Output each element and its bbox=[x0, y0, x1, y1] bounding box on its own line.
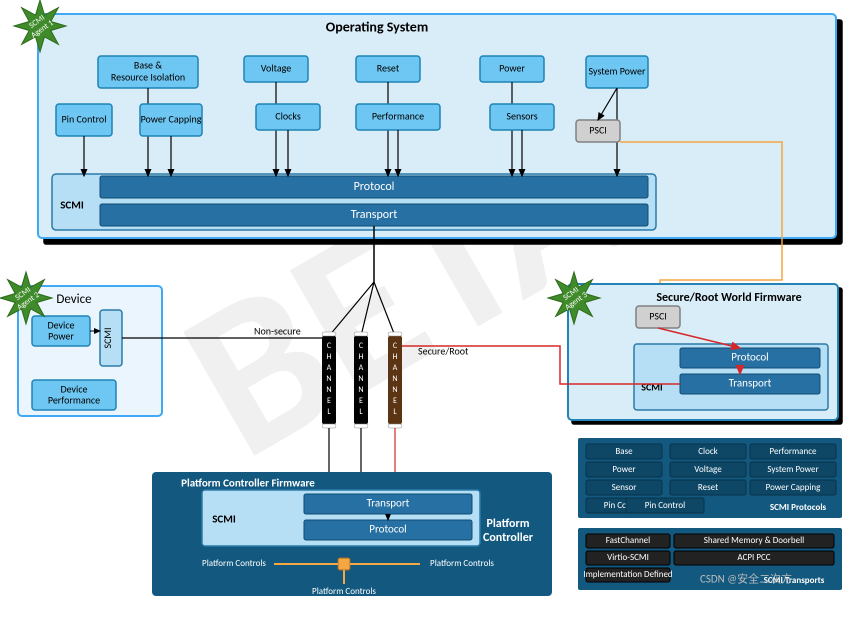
svg-text:Power: Power bbox=[48, 329, 74, 342]
svg-text:N: N bbox=[358, 385, 363, 395]
svg-text:SCMI: SCMI bbox=[212, 513, 236, 526]
svg-text:FastChannel: FastChannel bbox=[606, 535, 650, 546]
svg-text:A: A bbox=[393, 363, 398, 373]
svg-text:Reset: Reset bbox=[377, 61, 400, 74]
scmi-architecture-diagram: BETAOperating SystemSCMIProtocolTranspor… bbox=[0, 0, 857, 620]
svg-text:SCMI: SCMI bbox=[641, 380, 662, 393]
svg-text:Protocol: Protocol bbox=[369, 523, 406, 536]
svg-text:Transport: Transport bbox=[351, 208, 398, 222]
svg-text:Voltage: Voltage bbox=[261, 61, 291, 74]
svg-text:Sensor: Sensor bbox=[612, 482, 637, 493]
svg-text:N: N bbox=[358, 374, 363, 384]
svg-text:Secure/Root World Firmware: Secure/Root World Firmware bbox=[656, 291, 801, 305]
svg-text:Virtio-SCMI: Virtio-SCMI bbox=[607, 552, 649, 563]
svg-text:System Power: System Power bbox=[589, 64, 646, 77]
svg-text:Platform Controls: Platform Controls bbox=[202, 558, 266, 569]
svg-text:Base: Base bbox=[615, 446, 633, 457]
svg-text:Power: Power bbox=[499, 61, 525, 74]
svg-text:SCMI Protocols: SCMI Protocols bbox=[770, 502, 827, 513]
svg-text:Controller: Controller bbox=[483, 531, 534, 545]
svg-text:Secure/Root: Secure/Root bbox=[418, 344, 469, 357]
svg-text:Power Capping: Power Capping bbox=[766, 482, 822, 493]
svg-text:Voltage: Voltage bbox=[694, 464, 722, 475]
svg-text:A: A bbox=[327, 363, 332, 373]
svg-text:Platform Controls: Platform Controls bbox=[430, 558, 494, 569]
svg-text:PSCI: PSCI bbox=[589, 123, 607, 136]
svg-text:PSCI: PSCI bbox=[649, 309, 667, 322]
svg-text:Reset: Reset bbox=[698, 482, 718, 493]
svg-text:Power Capping: Power Capping bbox=[141, 112, 202, 125]
svg-text:Performance: Performance bbox=[372, 109, 424, 122]
svg-text:E: E bbox=[327, 396, 331, 406]
svg-text:Non-secure: Non-secure bbox=[254, 324, 301, 337]
svg-text:H: H bbox=[359, 352, 364, 362]
svg-text:Protocol: Protocol bbox=[354, 180, 395, 194]
svg-text:Performance: Performance bbox=[769, 446, 817, 457]
svg-text:C: C bbox=[327, 341, 332, 351]
svg-text:ACPI PCC: ACPI PCC bbox=[737, 552, 770, 563]
svg-text:Platform Controller Firmware: Platform Controller Firmware bbox=[181, 477, 315, 490]
svg-text:CSDN @安全二次方: CSDN @安全二次方 bbox=[700, 572, 792, 586]
svg-text:Device: Device bbox=[56, 292, 91, 307]
svg-text:E: E bbox=[359, 396, 363, 406]
svg-text:Sensors: Sensors bbox=[506, 109, 537, 122]
svg-text:Power: Power bbox=[612, 464, 635, 475]
svg-text:Platform: Platform bbox=[486, 517, 529, 531]
svg-text:Resource Isolation: Resource Isolation bbox=[111, 70, 185, 83]
svg-text:SCMI: SCMI bbox=[60, 199, 84, 212]
svg-text:Platform Controls: Platform Controls bbox=[312, 586, 376, 597]
svg-text:A: A bbox=[359, 363, 364, 373]
svg-text:Clock: Clock bbox=[698, 446, 718, 457]
svg-text:Clocks: Clocks bbox=[275, 109, 301, 122]
svg-text:C: C bbox=[359, 341, 364, 351]
svg-text:N: N bbox=[392, 385, 397, 395]
svg-text:E: E bbox=[393, 396, 397, 406]
svg-text:N: N bbox=[326, 374, 331, 384]
svg-text:N: N bbox=[392, 374, 397, 384]
svg-text:C: C bbox=[393, 341, 398, 351]
svg-text:Transport: Transport bbox=[729, 377, 772, 390]
svg-text:Transport: Transport bbox=[367, 497, 410, 510]
svg-text:Pin Control: Pin Control bbox=[645, 500, 686, 511]
svg-text:Protocol: Protocol bbox=[731, 351, 768, 364]
svg-text:Performance: Performance bbox=[48, 393, 100, 406]
svg-text:Implementation Defined: Implementation Defined bbox=[583, 569, 673, 580]
svg-text:H: H bbox=[393, 352, 398, 362]
svg-text:N: N bbox=[326, 385, 331, 395]
svg-text:System Power: System Power bbox=[767, 464, 818, 475]
svg-text:SCMI: SCMI bbox=[101, 328, 114, 349]
svg-text:H: H bbox=[327, 352, 332, 362]
svg-text:Pin Control: Pin Control bbox=[62, 112, 107, 125]
svg-text:Shared Memory & Doorbell: Shared Memory & Doorbell bbox=[704, 535, 805, 546]
svg-text:Operating System: Operating System bbox=[326, 18, 429, 35]
